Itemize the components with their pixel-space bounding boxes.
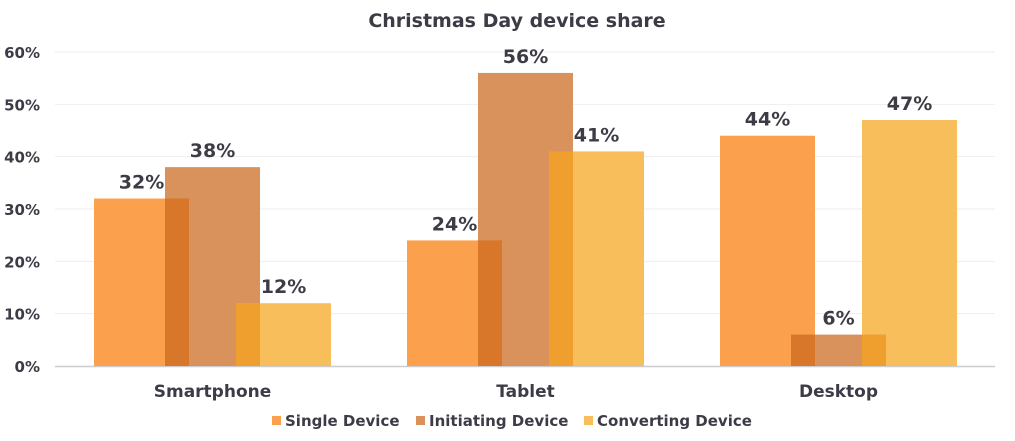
y-tick-label: 10% xyxy=(4,306,40,324)
legend-label: Converting Device xyxy=(597,412,752,430)
data-label: 32% xyxy=(119,172,164,194)
legend-label: Initiating Device xyxy=(429,412,568,430)
y-tick-label: 60% xyxy=(4,44,40,62)
x-tick-label: Tablet xyxy=(496,382,555,402)
legend-swatch xyxy=(584,416,593,425)
data-label: 6% xyxy=(822,308,854,330)
bar-overlap xyxy=(549,151,573,366)
data-label: 38% xyxy=(190,140,235,162)
bar-overlap xyxy=(862,334,886,366)
y-tick-label: 0% xyxy=(15,358,40,376)
legend-swatch xyxy=(416,416,425,425)
y-tick-label: 20% xyxy=(4,253,40,271)
data-label: 44% xyxy=(745,109,790,131)
chart-title: Christmas Day device share xyxy=(368,10,665,32)
bar-overlap xyxy=(791,334,815,366)
data-label: 47% xyxy=(887,93,932,115)
x-tick-label: Smartphone xyxy=(154,382,272,402)
data-label: 41% xyxy=(574,124,619,146)
y-tick-label: 30% xyxy=(4,201,40,219)
legend-swatch xyxy=(272,416,281,425)
data-label: 24% xyxy=(432,213,477,235)
bar-converting-device xyxy=(862,120,957,367)
bar-overlap xyxy=(478,240,502,366)
bar-single-device xyxy=(720,135,815,366)
bar-overlap xyxy=(236,303,260,366)
y-tick-label: 50% xyxy=(4,96,40,114)
legend-label: Single Device xyxy=(285,412,400,430)
bar-overlap xyxy=(165,198,189,366)
y-tick-label: 40% xyxy=(4,149,40,167)
data-label: 56% xyxy=(503,46,548,68)
x-tick-label: Desktop xyxy=(799,382,878,402)
data-label: 12% xyxy=(261,276,306,298)
